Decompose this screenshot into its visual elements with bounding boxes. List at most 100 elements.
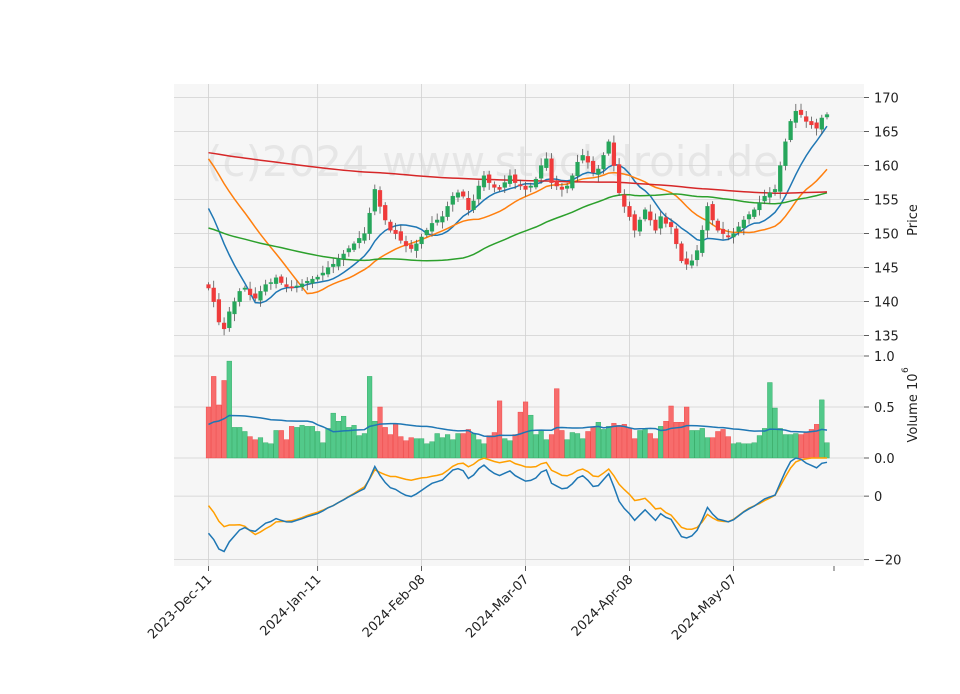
volume-bar xyxy=(704,437,711,459)
candle-body xyxy=(570,175,575,189)
volume-bar xyxy=(772,407,778,459)
candle-body xyxy=(232,301,237,315)
candle-body xyxy=(658,216,663,229)
candle-body xyxy=(637,219,643,232)
volume-bar xyxy=(335,421,342,459)
volume-bar xyxy=(502,438,508,459)
candle-body xyxy=(689,260,694,266)
volume-bar xyxy=(710,437,716,459)
volume-tick-label: 1.0 xyxy=(874,350,895,365)
candle-body xyxy=(305,280,310,284)
candle-body xyxy=(377,190,383,207)
candle-body xyxy=(596,168,601,175)
volume-bar xyxy=(216,404,222,459)
candle-body xyxy=(445,206,450,217)
volume-bar xyxy=(486,435,492,459)
volume-bar xyxy=(808,429,814,459)
x-tick-label: 2024-Feb-08 xyxy=(360,572,429,641)
volume-bar xyxy=(429,441,435,459)
candle-body xyxy=(559,186,565,190)
candle-body xyxy=(824,114,830,118)
candle-body xyxy=(450,195,455,205)
volume-bar xyxy=(788,434,794,459)
volume-bar xyxy=(424,443,430,459)
volume-bar xyxy=(538,430,544,459)
candle-body xyxy=(331,263,336,267)
volume-bar xyxy=(247,436,253,459)
volume-bar xyxy=(403,440,409,459)
candle-body xyxy=(731,233,736,238)
x-tick-label: 2024-Jan-11 xyxy=(257,572,324,639)
indicator-line-1 xyxy=(207,457,828,553)
candle-body xyxy=(403,241,409,247)
candle-body xyxy=(513,174,518,183)
candle-body xyxy=(221,322,227,330)
volume-bar xyxy=(419,438,425,459)
candles xyxy=(206,103,830,336)
candle-body xyxy=(736,226,741,232)
volume-bar xyxy=(387,434,393,459)
candle-body xyxy=(590,160,596,173)
volume-bar xyxy=(455,433,461,459)
candle-body xyxy=(533,178,539,188)
volume-bar xyxy=(564,439,570,459)
candle-body xyxy=(518,184,523,187)
candle-body xyxy=(642,209,648,220)
candle-body xyxy=(237,291,242,302)
candle-body xyxy=(362,233,367,241)
candle-body xyxy=(383,205,388,221)
candle-body xyxy=(549,158,554,183)
candle-body xyxy=(289,286,294,289)
volume-bar xyxy=(299,425,305,459)
volume-bar xyxy=(398,436,404,459)
volume-bar xyxy=(465,429,471,459)
panel-background-3 xyxy=(174,458,864,566)
candle-body xyxy=(622,194,627,207)
volume-bar xyxy=(309,426,316,459)
candle-body xyxy=(258,291,263,301)
volume-bar xyxy=(528,414,534,459)
candle-body xyxy=(211,287,216,302)
volume-bar xyxy=(559,430,565,459)
sma-line-200 xyxy=(208,151,828,195)
candle-body xyxy=(487,174,492,183)
candle-body xyxy=(767,192,772,198)
volume-bar xyxy=(393,424,399,459)
volume-bar xyxy=(481,443,487,459)
candle-body xyxy=(663,217,668,224)
volume-bar xyxy=(252,439,258,459)
volume-bar xyxy=(574,433,581,459)
volume-bar xyxy=(741,443,747,459)
volume-bar xyxy=(782,434,788,459)
candle-body xyxy=(320,272,325,276)
candle-body xyxy=(357,238,362,244)
volume-bar xyxy=(237,427,243,459)
volume-bar xyxy=(590,427,596,459)
price-tick-label: 170 xyxy=(874,92,899,107)
candle-body xyxy=(471,200,476,211)
candle-body xyxy=(393,229,398,234)
volume-bar xyxy=(554,388,560,459)
candle-body xyxy=(585,156,591,163)
volume-bar xyxy=(408,437,414,459)
volume-bar xyxy=(439,437,445,459)
candle-body xyxy=(310,278,315,284)
volume-bar xyxy=(611,423,617,459)
candle-body xyxy=(700,229,705,253)
volume-bar xyxy=(699,428,705,459)
volume-bar xyxy=(756,435,763,459)
candle-body xyxy=(388,221,393,231)
candle-body xyxy=(497,187,502,190)
volume-bar xyxy=(445,434,451,459)
volume-bar xyxy=(632,438,638,459)
price-tick-label: 145 xyxy=(874,262,899,277)
volume-bar xyxy=(616,425,622,459)
volume-bar xyxy=(496,400,503,459)
volume-exponent-label: 6 xyxy=(901,367,911,373)
candle-body xyxy=(752,209,757,217)
volume-bar xyxy=(341,415,347,459)
volume-bar xyxy=(621,424,627,459)
sma-line-50 xyxy=(208,192,828,262)
candle-body xyxy=(611,142,617,166)
